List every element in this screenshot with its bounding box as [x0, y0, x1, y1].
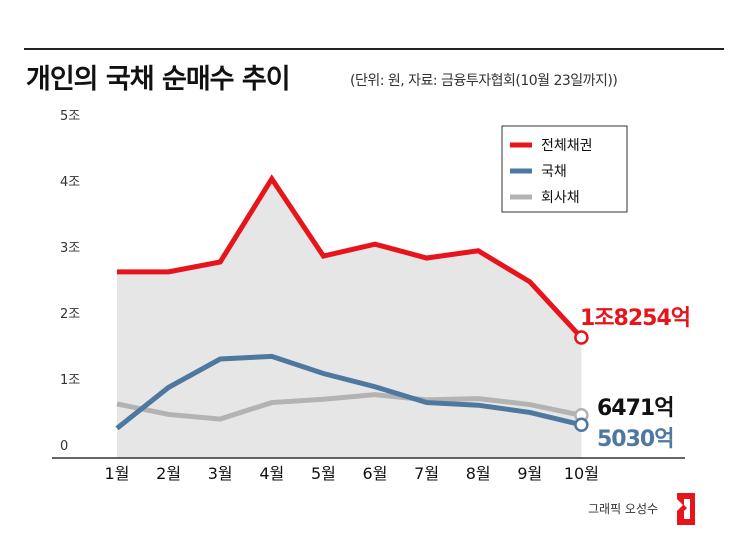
legend-label-corp: 회사채	[541, 190, 580, 206]
title-rule	[24, 48, 724, 50]
chart-subtitle: (단위: 원, 자료: 금융투자협회(10월 23일까지))	[350, 73, 618, 89]
end-point-gov	[574, 417, 589, 433]
series-line-corp	[116, 392, 582, 422]
y-tick-label: 4조	[60, 175, 80, 190]
y-tick-label: 1조	[60, 373, 80, 388]
publisher-logo-icon	[677, 493, 695, 525]
x-tick-label: 3월	[208, 464, 233, 483]
x-tick-label: 5월	[311, 464, 336, 483]
end-label-corp: 6471억	[597, 396, 673, 421]
end-label-gov: 5030억	[597, 427, 673, 452]
x-tick-label: 7월	[414, 464, 439, 483]
y-tick-label: 5조	[60, 109, 80, 124]
y-tick-label: 3조	[60, 241, 80, 256]
x-tick-label: 1월	[105, 464, 130, 483]
legend-label-gov: 국채	[541, 164, 567, 180]
x-tick-label: 9월	[517, 464, 542, 483]
x-tick-label: 8월	[466, 464, 491, 483]
end-point-total	[574, 330, 589, 345]
y-tick-label: 0	[60, 439, 68, 454]
graphic-credit: 그래픽 오성수	[588, 502, 659, 516]
series-line-total	[117, 174, 584, 340]
legend-label-total: 전체채권	[541, 138, 593, 154]
x-tick-label: 6월	[363, 464, 388, 483]
x-tick-label: 10월	[564, 464, 599, 483]
y-tick-label: 2조	[60, 307, 80, 322]
series-line-gov	[115, 353, 582, 431]
area-fill	[117, 178, 582, 458]
x-tick-label: 2월	[156, 464, 181, 483]
end-label-total: 1조8254억	[580, 306, 690, 331]
x-tick-label: 4월	[259, 464, 284, 483]
chart-title: 개인의 국채 순매수 추이	[26, 64, 291, 95]
